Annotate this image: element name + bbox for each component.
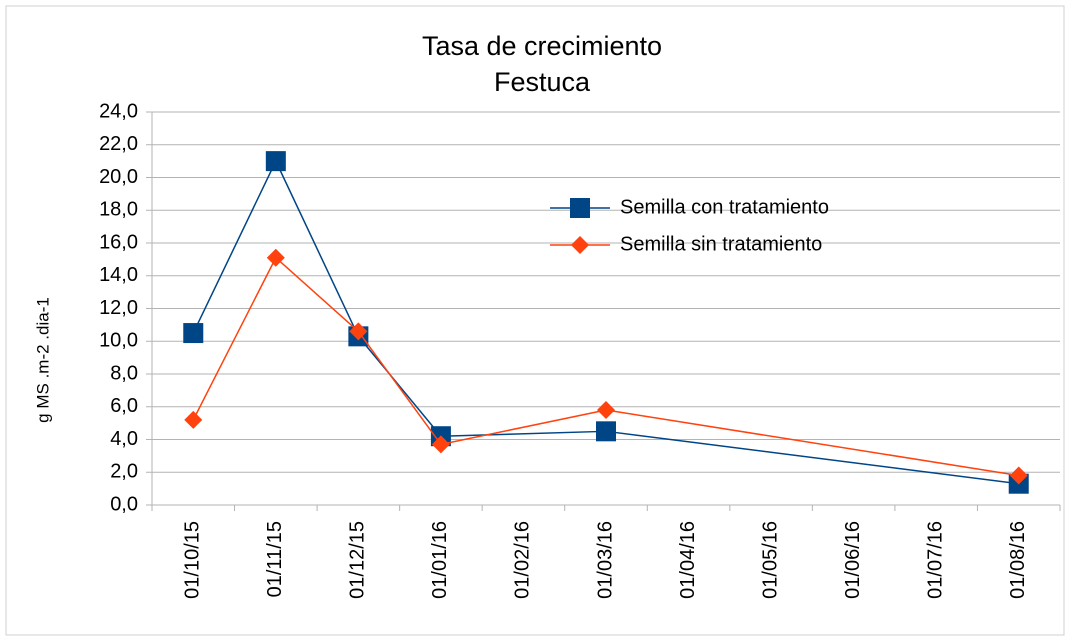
x-tick-label: 01/02/16 [512, 521, 534, 599]
line-segment [440, 409, 607, 446]
y-tick-label: 20,0 [99, 166, 138, 188]
y-tick-label: 22,0 [99, 133, 138, 155]
data-point [265, 151, 286, 172]
x-tick-label: 01/06/16 [842, 521, 864, 599]
y-tick-label: 4,0 [110, 428, 138, 450]
legend-marker [570, 198, 590, 218]
x-tick-label: 01/05/16 [759, 521, 781, 599]
y-tick-label: 6,0 [110, 395, 138, 417]
x-tick-label: 01/07/16 [924, 521, 946, 599]
line-segment [440, 430, 607, 437]
chart-title: Tasa de crecimiento [422, 31, 662, 61]
y-tick-label: 18,0 [99, 199, 138, 221]
y-axis-label: g MS .m-2 .dia-1 [33, 297, 52, 423]
y-tick-label: 12,0 [99, 297, 138, 319]
data-point [1009, 466, 1028, 485]
data-point [266, 248, 285, 267]
x-tick-label: 01/12/15 [347, 521, 369, 599]
data-point [431, 435, 450, 454]
line-segment [357, 335, 442, 437]
data-point [183, 323, 204, 344]
legend-marker [571, 236, 589, 254]
data-point [184, 410, 203, 429]
data-point [349, 322, 368, 341]
x-tick-label: 01/08/16 [1007, 521, 1029, 599]
y-tick-label: 0,0 [110, 493, 138, 515]
x-tick-label: 01/01/16 [429, 521, 451, 599]
x-tick-label: 01/04/16 [677, 521, 699, 599]
x-tick-label: 01/03/16 [594, 521, 616, 599]
data-point [596, 421, 616, 442]
chart-border [5, 5, 1065, 636]
y-tick-label: 8,0 [110, 362, 138, 384]
legend-label: Semilla con tratamiento [620, 196, 829, 218]
y-tick-label: 16,0 [99, 231, 138, 253]
line-segment [275, 257, 359, 332]
line-segment [275, 160, 360, 337]
line-segment [192, 257, 277, 421]
x-tick-label: 01/10/15 [182, 521, 204, 599]
y-tick-label: 14,0 [99, 264, 138, 286]
line-segment [605, 409, 1019, 477]
line-segment [357, 330, 442, 445]
line-segment [192, 160, 277, 334]
x-tick-label: 01/11/15 [264, 521, 286, 597]
chart-subtitle: Festuca [494, 67, 591, 97]
line-segment [605, 430, 1019, 485]
y-tick-label: 24,0 [99, 100, 138, 122]
data-point [597, 401, 615, 420]
legend-label: Semilla sin tratamiento [620, 233, 822, 255]
y-tick-label: 2,0 [110, 461, 138, 483]
y-tick-label: 10,0 [99, 330, 138, 352]
